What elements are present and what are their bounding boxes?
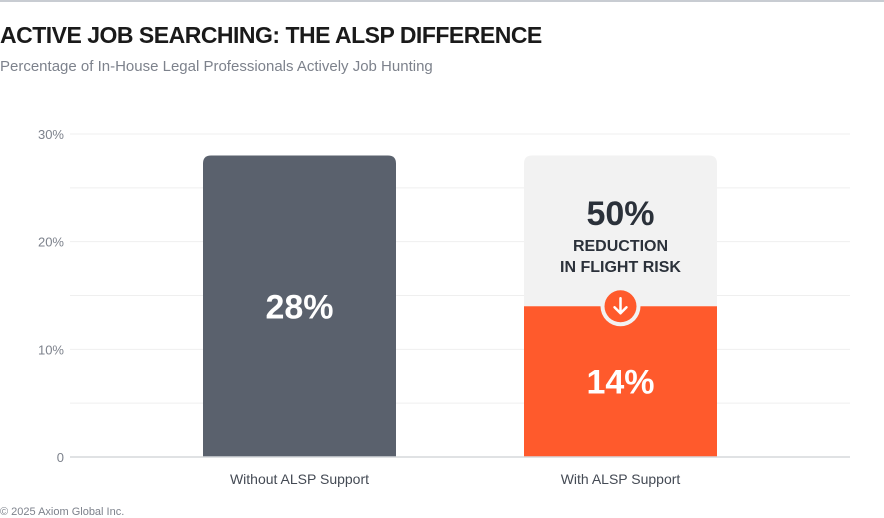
chart-title: ACTIVE JOB SEARCHING: THE ALSP DIFFERENC…: [0, 22, 542, 48]
y-tick-label: 30%: [38, 127, 64, 142]
bar-value-label: 28%: [265, 288, 333, 326]
annotation-line1: REDUCTION: [573, 238, 668, 255]
top-border: [0, 0, 884, 2]
annotation-value: 50%: [586, 195, 654, 233]
bar: [203, 155, 396, 458]
annotation-box: [524, 155, 717, 307]
y-tick-label: 0: [57, 450, 64, 465]
bar: [524, 306, 717, 457]
y-tick-label: 10%: [38, 342, 64, 357]
x-tick-label: Without ALSP Support: [230, 471, 369, 487]
copyright: © 2025 Axiom Global Inc.: [0, 506, 125, 518]
y-tick-label: 20%: [38, 235, 64, 250]
arrow-down-glyph: [613, 297, 628, 315]
x-tick-label: With ALSP Support: [561, 471, 681, 487]
chart-subtitle: Percentage of In-House Legal Professiona…: [0, 58, 433, 75]
bar-value-label: 14%: [586, 364, 654, 402]
annotation-line2: IN FLIGHT RISK: [560, 259, 681, 276]
